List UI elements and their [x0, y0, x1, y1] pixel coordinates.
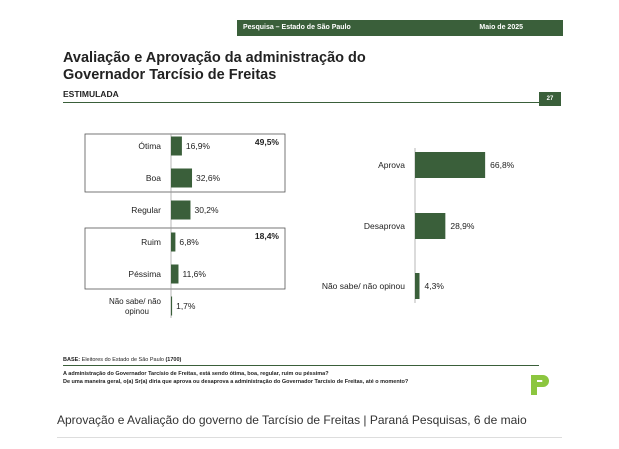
page-number: 27 [539, 92, 561, 106]
title-line-1: Avaliação e Aprovação da administração d… [63, 50, 366, 66]
approval-category-label: Desaprova [364, 221, 405, 231]
evaluation-value-label: 11,6% [182, 269, 206, 279]
slide-subtitle: ESTIMULADA [63, 89, 119, 99]
evaluation-value-label: 6,8% [179, 237, 199, 247]
approval-value-label: 66,8% [490, 160, 515, 170]
base-note: BASE: Eleitores do Estado de São Paulo (… [63, 357, 181, 363]
charts-area: 49,5% 18,4% 16,9% Ótima 32,6% Boa 30,2% Regular… [84, 133, 515, 318]
approval-bar [415, 213, 446, 239]
approval-bar [415, 273, 420, 299]
questions: A administração do Governador Tarcísio d… [63, 370, 408, 386]
approval-bar [415, 152, 486, 178]
evaluation-value-label: 30,2% [194, 205, 219, 215]
slide-title: Avaliação e Aprovação da administração d… [63, 50, 366, 84]
question-1: A administração do Governador Tarcísio d… [63, 371, 329, 377]
header-bar: Pesquisa – Estado de São Paulo Maio de 2… [237, 20, 563, 36]
evaluation-bar [171, 200, 191, 220]
evaluation-bar [171, 232, 176, 252]
evaluation-category-label: Ruim [141, 237, 161, 247]
parana-pesquisas-logo-icon [531, 375, 549, 395]
evaluation-category-label: Boa [146, 173, 161, 183]
base-text: Eleitores do Estado de São Paulo [81, 357, 164, 363]
survey-label: Pesquisa – Estado de São Paulo [243, 24, 351, 31]
evaluation-category-label: Péssima [128, 269, 161, 279]
question-2: De uma maneira geral, o(a) Sr(a) diria q… [63, 379, 409, 385]
approval-value-label: 4,3% [425, 281, 445, 291]
group-box-1 [84, 133, 286, 193]
question-divider [63, 365, 539, 366]
title-line-2: Governador Tarcísio de Freitas [63, 67, 277, 83]
evaluation-category-label: Não sabe/ não [109, 297, 162, 306]
approval-value-label: 28,9% [450, 221, 475, 231]
group-total-label-2: 18,4% [255, 231, 280, 241]
evaluation-value-label: 32,6% [196, 173, 221, 183]
evaluation-category-label: Ótima [138, 141, 161, 151]
approval-category-label: Não sabe/ não opinou [322, 281, 405, 291]
evaluation-value-label: 1,7% [176, 301, 196, 311]
evaluation-value-label: 16,9% [186, 141, 211, 151]
evaluation-bar [171, 136, 182, 156]
title-divider [63, 102, 539, 103]
approval-category-label: Aprova [378, 160, 405, 170]
group-box-2 [84, 227, 286, 290]
date-label: Maio de 2025 [479, 24, 523, 31]
base-count: (1700) [165, 357, 182, 363]
caption-divider [57, 437, 562, 438]
evaluation-category-label: Regular [131, 205, 161, 215]
evaluation-bar [171, 168, 193, 188]
evaluation-bar [171, 264, 179, 284]
image-caption: Aprovação e Avaliação do governo de Tarc… [57, 413, 527, 427]
slide: Pesquisa – Estado de São Paulo Maio de 2… [55, 18, 563, 400]
evaluation-bar [171, 296, 173, 316]
group-total-label-1: 49,5% [255, 137, 280, 147]
base-label: BASE: [63, 357, 81, 363]
evaluation-category-label: opinou [125, 307, 149, 316]
